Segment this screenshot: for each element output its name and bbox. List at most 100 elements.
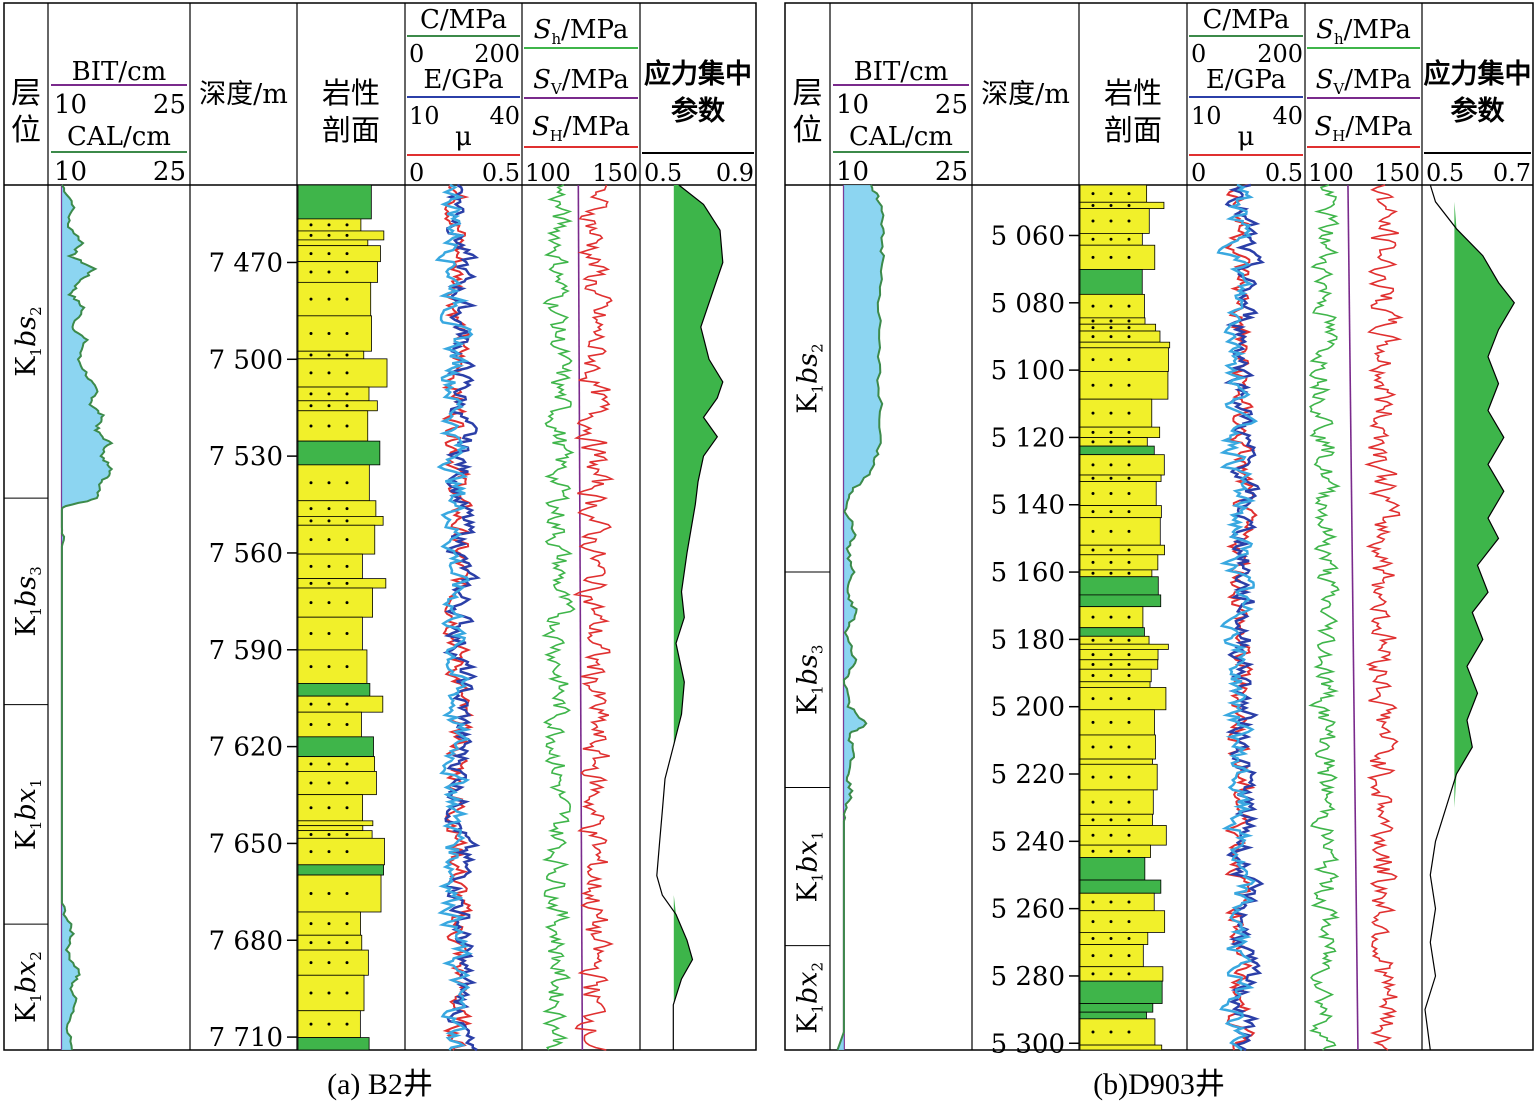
grain-dot [1127, 411, 1131, 415]
grain-dot [345, 564, 349, 568]
sH-curve [1364, 184, 1404, 1051]
sandstone-bed [1079, 341, 1171, 349]
grain-dot [309, 424, 313, 428]
grain-dot [1091, 411, 1095, 415]
depth-tick-label: 5 120 [991, 423, 1065, 453]
grain-dot [309, 941, 313, 945]
grain-dot [1127, 510, 1131, 514]
sv-label: SV/MPa [1316, 65, 1412, 98]
grain-dot [345, 961, 349, 965]
depth-tick-label: 7 620 [209, 733, 283, 763]
grain-dot [345, 1022, 349, 1026]
grain-dot [327, 806, 331, 810]
grain-dot [1091, 440, 1095, 444]
depth-tick-label: 7 650 [209, 829, 283, 859]
grain-dot [327, 702, 331, 706]
shale-bed [297, 683, 371, 697]
grain-dot [327, 252, 331, 256]
param-min: 0.5 [644, 159, 682, 187]
grain-dot [1109, 492, 1113, 496]
depth-tick-label: 7 560 [209, 539, 283, 569]
layer-header-1: 层 [11, 76, 41, 111]
grain-dot [345, 762, 349, 766]
grain-dot [327, 353, 331, 357]
shale-bed [1079, 269, 1143, 295]
grain-dot [1127, 900, 1131, 904]
grain-dot [1127, 335, 1131, 339]
e-min: 10 [409, 102, 440, 130]
grain-dot [327, 1022, 331, 1026]
grain-dot [1109, 936, 1113, 940]
sandstone-bed [1079, 208, 1150, 234]
grain-dot [327, 507, 331, 511]
sandstone-bed [1079, 758, 1153, 765]
lith-header-1: 岩性 [1104, 76, 1162, 110]
sandstone-bed [1079, 892, 1155, 912]
sandstone-bed [1079, 813, 1153, 826]
grain-dot [327, 404, 331, 408]
e-max: 40 [1272, 102, 1303, 130]
grain-dot [1109, 430, 1113, 434]
grain-dot [1127, 1030, 1131, 1034]
grain-dot [1109, 720, 1113, 724]
depth-tick-label: 5 180 [991, 625, 1065, 655]
grain-dot [309, 762, 313, 766]
bit-label: BIT/cm [72, 57, 167, 87]
shale-bed [1079, 576, 1159, 596]
sH-label: SH/MPa [1314, 112, 1412, 145]
sandstone-bed [297, 649, 368, 684]
grain-dot [1109, 663, 1113, 667]
sandstone-bed [297, 386, 370, 402]
grain-dot [1091, 720, 1095, 724]
grain-dot [1127, 775, 1131, 779]
e-label: E/GPa [423, 65, 503, 95]
grain-dot [1127, 358, 1131, 362]
grain-dot [345, 353, 349, 357]
sandstone-bed [297, 949, 369, 976]
grain-dot [1091, 615, 1095, 619]
sandstone-bed [297, 358, 388, 388]
grain-dot [345, 892, 349, 896]
grain-dot [1091, 255, 1095, 259]
grain-dot [309, 723, 313, 727]
panel-frame [3, 2, 757, 1051]
cal-min: 10 [54, 157, 87, 187]
grain-dot [1109, 571, 1113, 575]
grain-dot [1091, 954, 1095, 958]
grain-dot [1091, 936, 1095, 940]
sv-curve [1347, 184, 1359, 1051]
cal-label: CAL/cm [849, 122, 953, 152]
sandstone-bed [1079, 244, 1156, 270]
shale-bed [1079, 1003, 1154, 1013]
sandstone-bed [1079, 1018, 1156, 1046]
grain-dot [309, 519, 313, 523]
bit-max: 25 [153, 90, 186, 120]
shale-bed [1079, 627, 1145, 637]
zone-label: K1bx1 [11, 778, 45, 850]
grain-dot [1091, 219, 1095, 223]
grain-dot [309, 392, 313, 396]
grain-dot [327, 922, 331, 926]
param-header-2: 参数 [671, 95, 726, 127]
grain-dot [1091, 818, 1095, 822]
grain-dot [1127, 237, 1131, 241]
grain-dot [1091, 319, 1095, 323]
grain-dot [1091, 510, 1095, 514]
c-min: 0 [409, 40, 424, 68]
grain-dot [345, 723, 349, 727]
grain-dot [1109, 529, 1113, 533]
depth-tick-label: 7 710 [209, 1023, 283, 1053]
layer-header-1: 层 [793, 76, 823, 111]
depth-tick-label: 7 680 [209, 926, 283, 956]
grain-dot [1091, 476, 1095, 480]
c-curve [434, 183, 474, 1051]
grain-dot [1109, 560, 1113, 564]
grain-dot [1109, 920, 1113, 924]
grain-dot [327, 961, 331, 965]
sandstone-bed [1079, 481, 1157, 506]
sandstone-bed [1079, 844, 1151, 858]
bit-min: 10 [54, 90, 87, 120]
